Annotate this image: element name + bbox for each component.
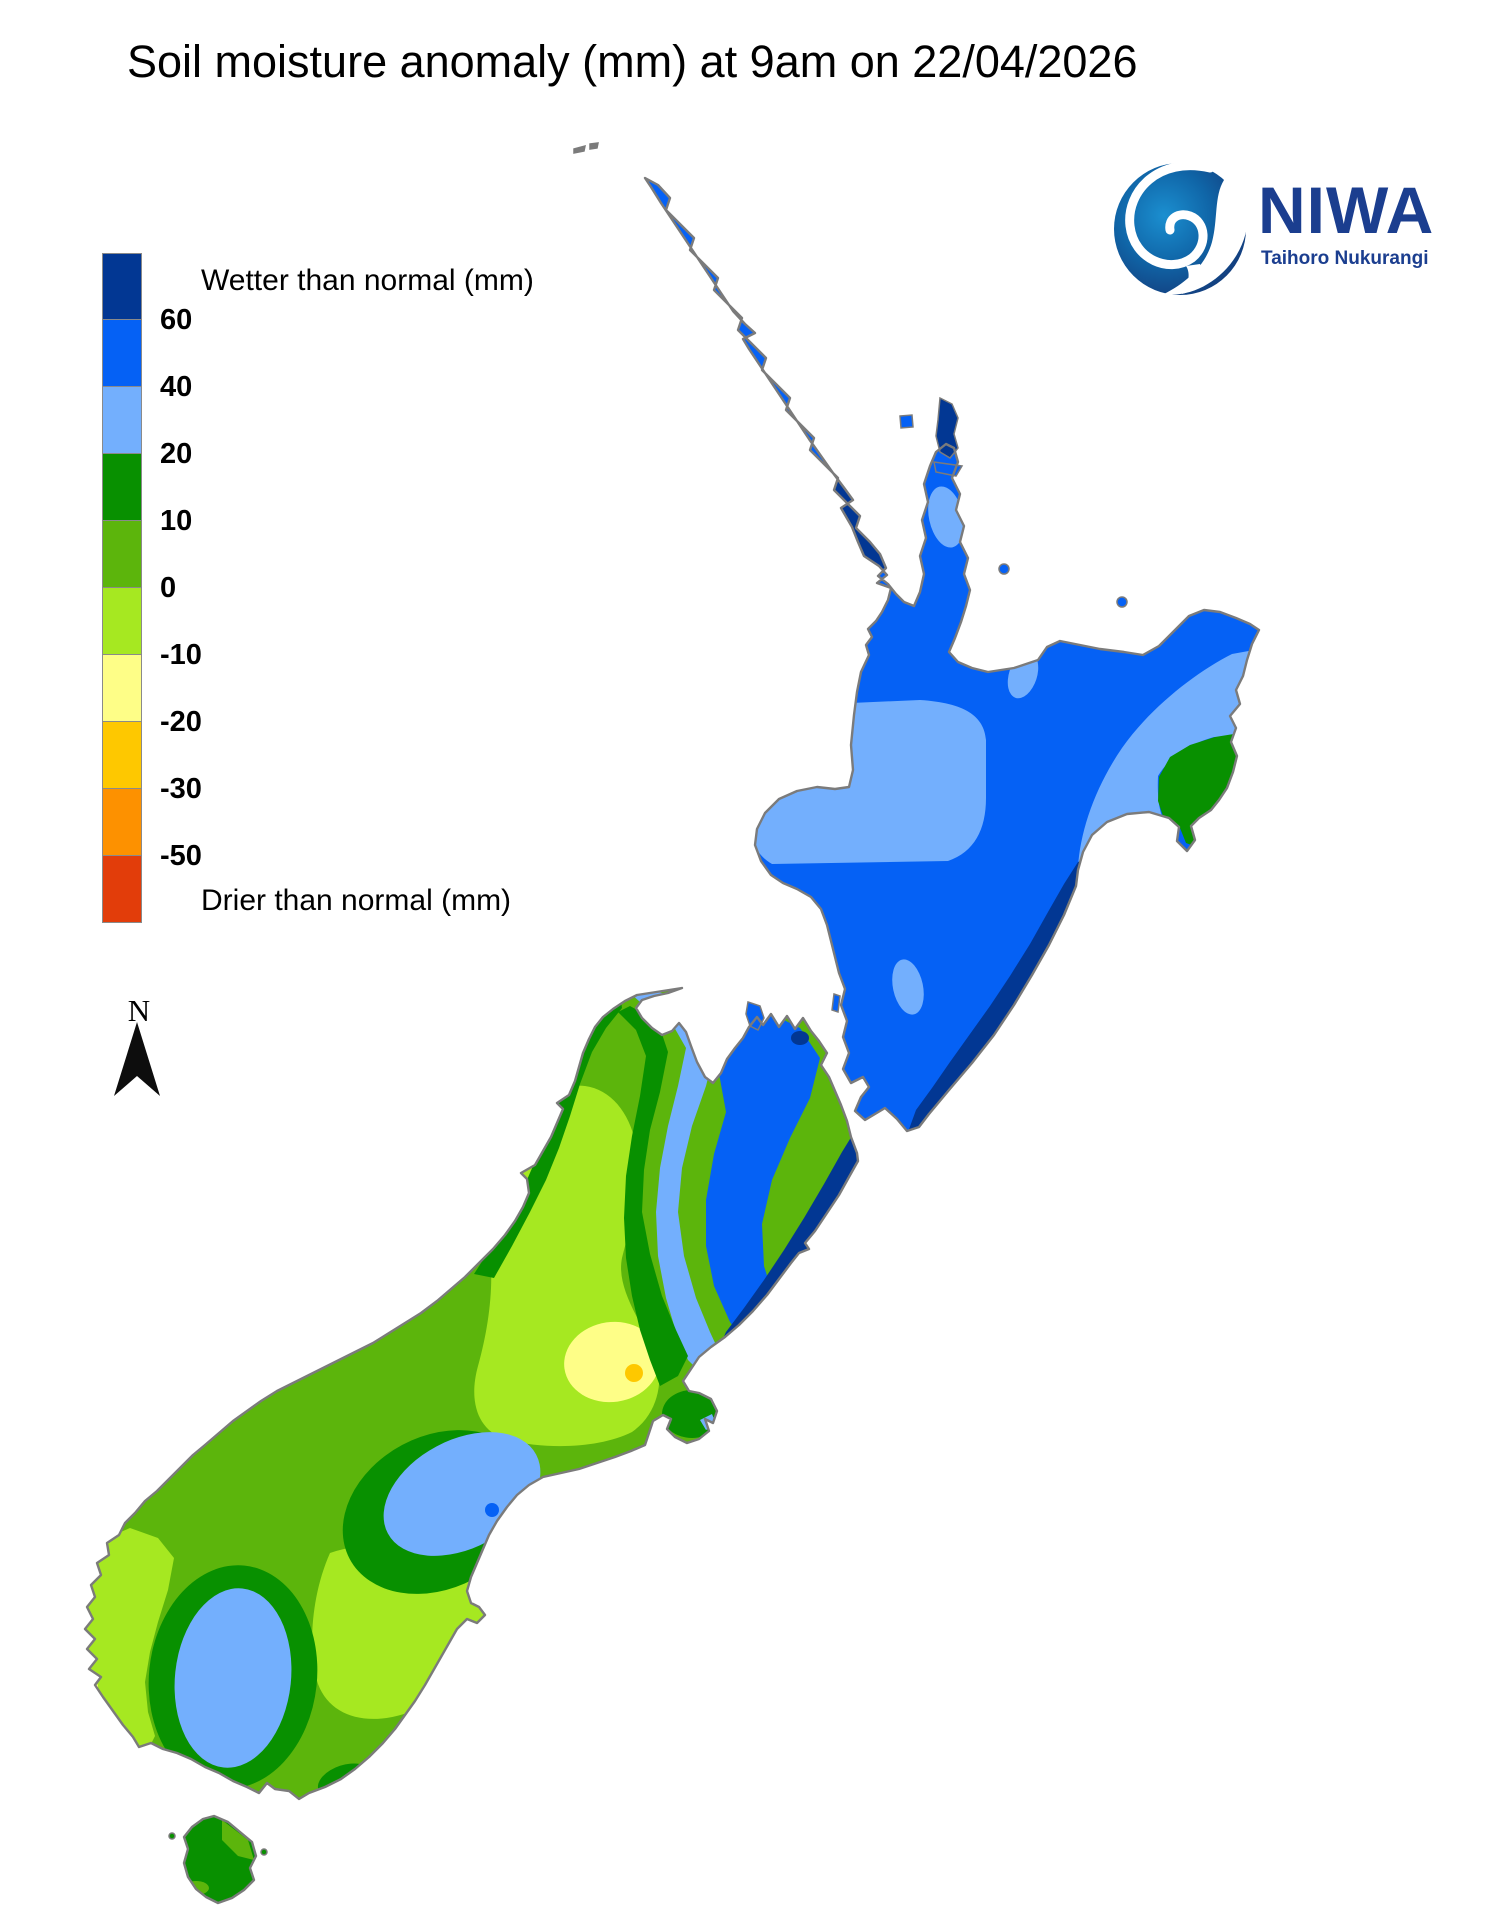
legend-wetter-label: Wetter than normal (mm) <box>201 264 534 297</box>
ni-lightblue-south-region <box>892 959 924 1015</box>
legend-swatch <box>102 521 142 588</box>
niwa-logo: NIWA Taihoro Nukurangi <box>1114 161 1434 295</box>
white-island <box>1116 596 1128 608</box>
si-lightgreen-fiordland-region <box>85 1528 174 1760</box>
legend-swatch <box>102 856 142 923</box>
legend-tick-label: -20 <box>160 706 202 738</box>
si-green-banks-peninsula-region <box>662 1390 722 1438</box>
durville-island <box>745 1001 765 1032</box>
si-blue-kaikoura-band <box>680 993 820 1360</box>
little-barrier-island <box>899 414 914 429</box>
legend-swatch <box>102 454 142 521</box>
mayor-island <box>998 563 1010 575</box>
si-navy-sounds-spot <box>791 1031 809 1045</box>
si-gold-canterbury-dry-spot <box>625 1364 643 1382</box>
offshore-islands <box>168 142 1128 1856</box>
compass-north-label: N <box>127 993 151 1028</box>
legend-swatch <box>102 588 142 655</box>
legend-drier-label: Drier than normal (mm) <box>201 884 512 917</box>
legend-swatch <box>102 789 142 856</box>
legend-tick-label: 40 <box>160 371 193 403</box>
ni-lightblue-eastcoast-region <box>1078 650 1254 868</box>
legend-swatch <box>102 320 142 387</box>
niwa-logo-icon <box>1114 161 1249 295</box>
legend-tick-label: 60 <box>160 304 193 336</box>
niwa-logo-name: NIWA <box>1258 173 1434 247</box>
great-barrier-island <box>935 396 959 459</box>
north-arrow-icon <box>114 1022 160 1096</box>
kapiti-island <box>831 992 841 1014</box>
three-kings-islet <box>589 142 599 150</box>
three-kings-islet <box>573 144 586 154</box>
legend-tick-label: -50 <box>160 840 202 872</box>
legend-swatch <box>102 253 142 320</box>
legend-tick-label: -10 <box>160 639 202 671</box>
legend-tick-label: 10 <box>160 505 193 537</box>
si-blue-otago-wet-spot <box>485 1503 499 1517</box>
ni-lightblue-tauranga-region <box>928 486 964 548</box>
si-paleyellow-canterbury-dry-region <box>564 1321 660 1403</box>
ni-lightblue-centralwest-region <box>749 700 986 864</box>
si-green-inland-band <box>618 1006 688 1386</box>
si-lightblue-marlborough-band <box>620 988 722 1376</box>
legend-tick-label: -30 <box>160 773 202 805</box>
legend-tick-label: 20 <box>160 438 193 470</box>
legend-color-bar <box>102 253 142 923</box>
stewart-islet <box>168 1832 176 1840</box>
legend-swatch <box>102 655 142 722</box>
legend-swatch <box>102 722 142 789</box>
ni-green-gisborne-region <box>1158 733 1240 847</box>
legend-ticks: 60 40 20 10 0 -10 -20 -30 -50 <box>160 253 250 923</box>
stewart-islet <box>260 1848 268 1856</box>
stewart-midgreen-region <box>222 1820 254 1860</box>
legend-swatch <box>102 387 142 454</box>
niwa-logo-tagline: Taihoro Nukurangi <box>1261 248 1428 269</box>
si-lightblue-southland-wet-region <box>174 1588 292 1768</box>
page-title: Soil moisture anomaly (mm) at 9am on 22/… <box>127 36 1138 87</box>
legend-tick-label: 0 <box>160 572 177 604</box>
